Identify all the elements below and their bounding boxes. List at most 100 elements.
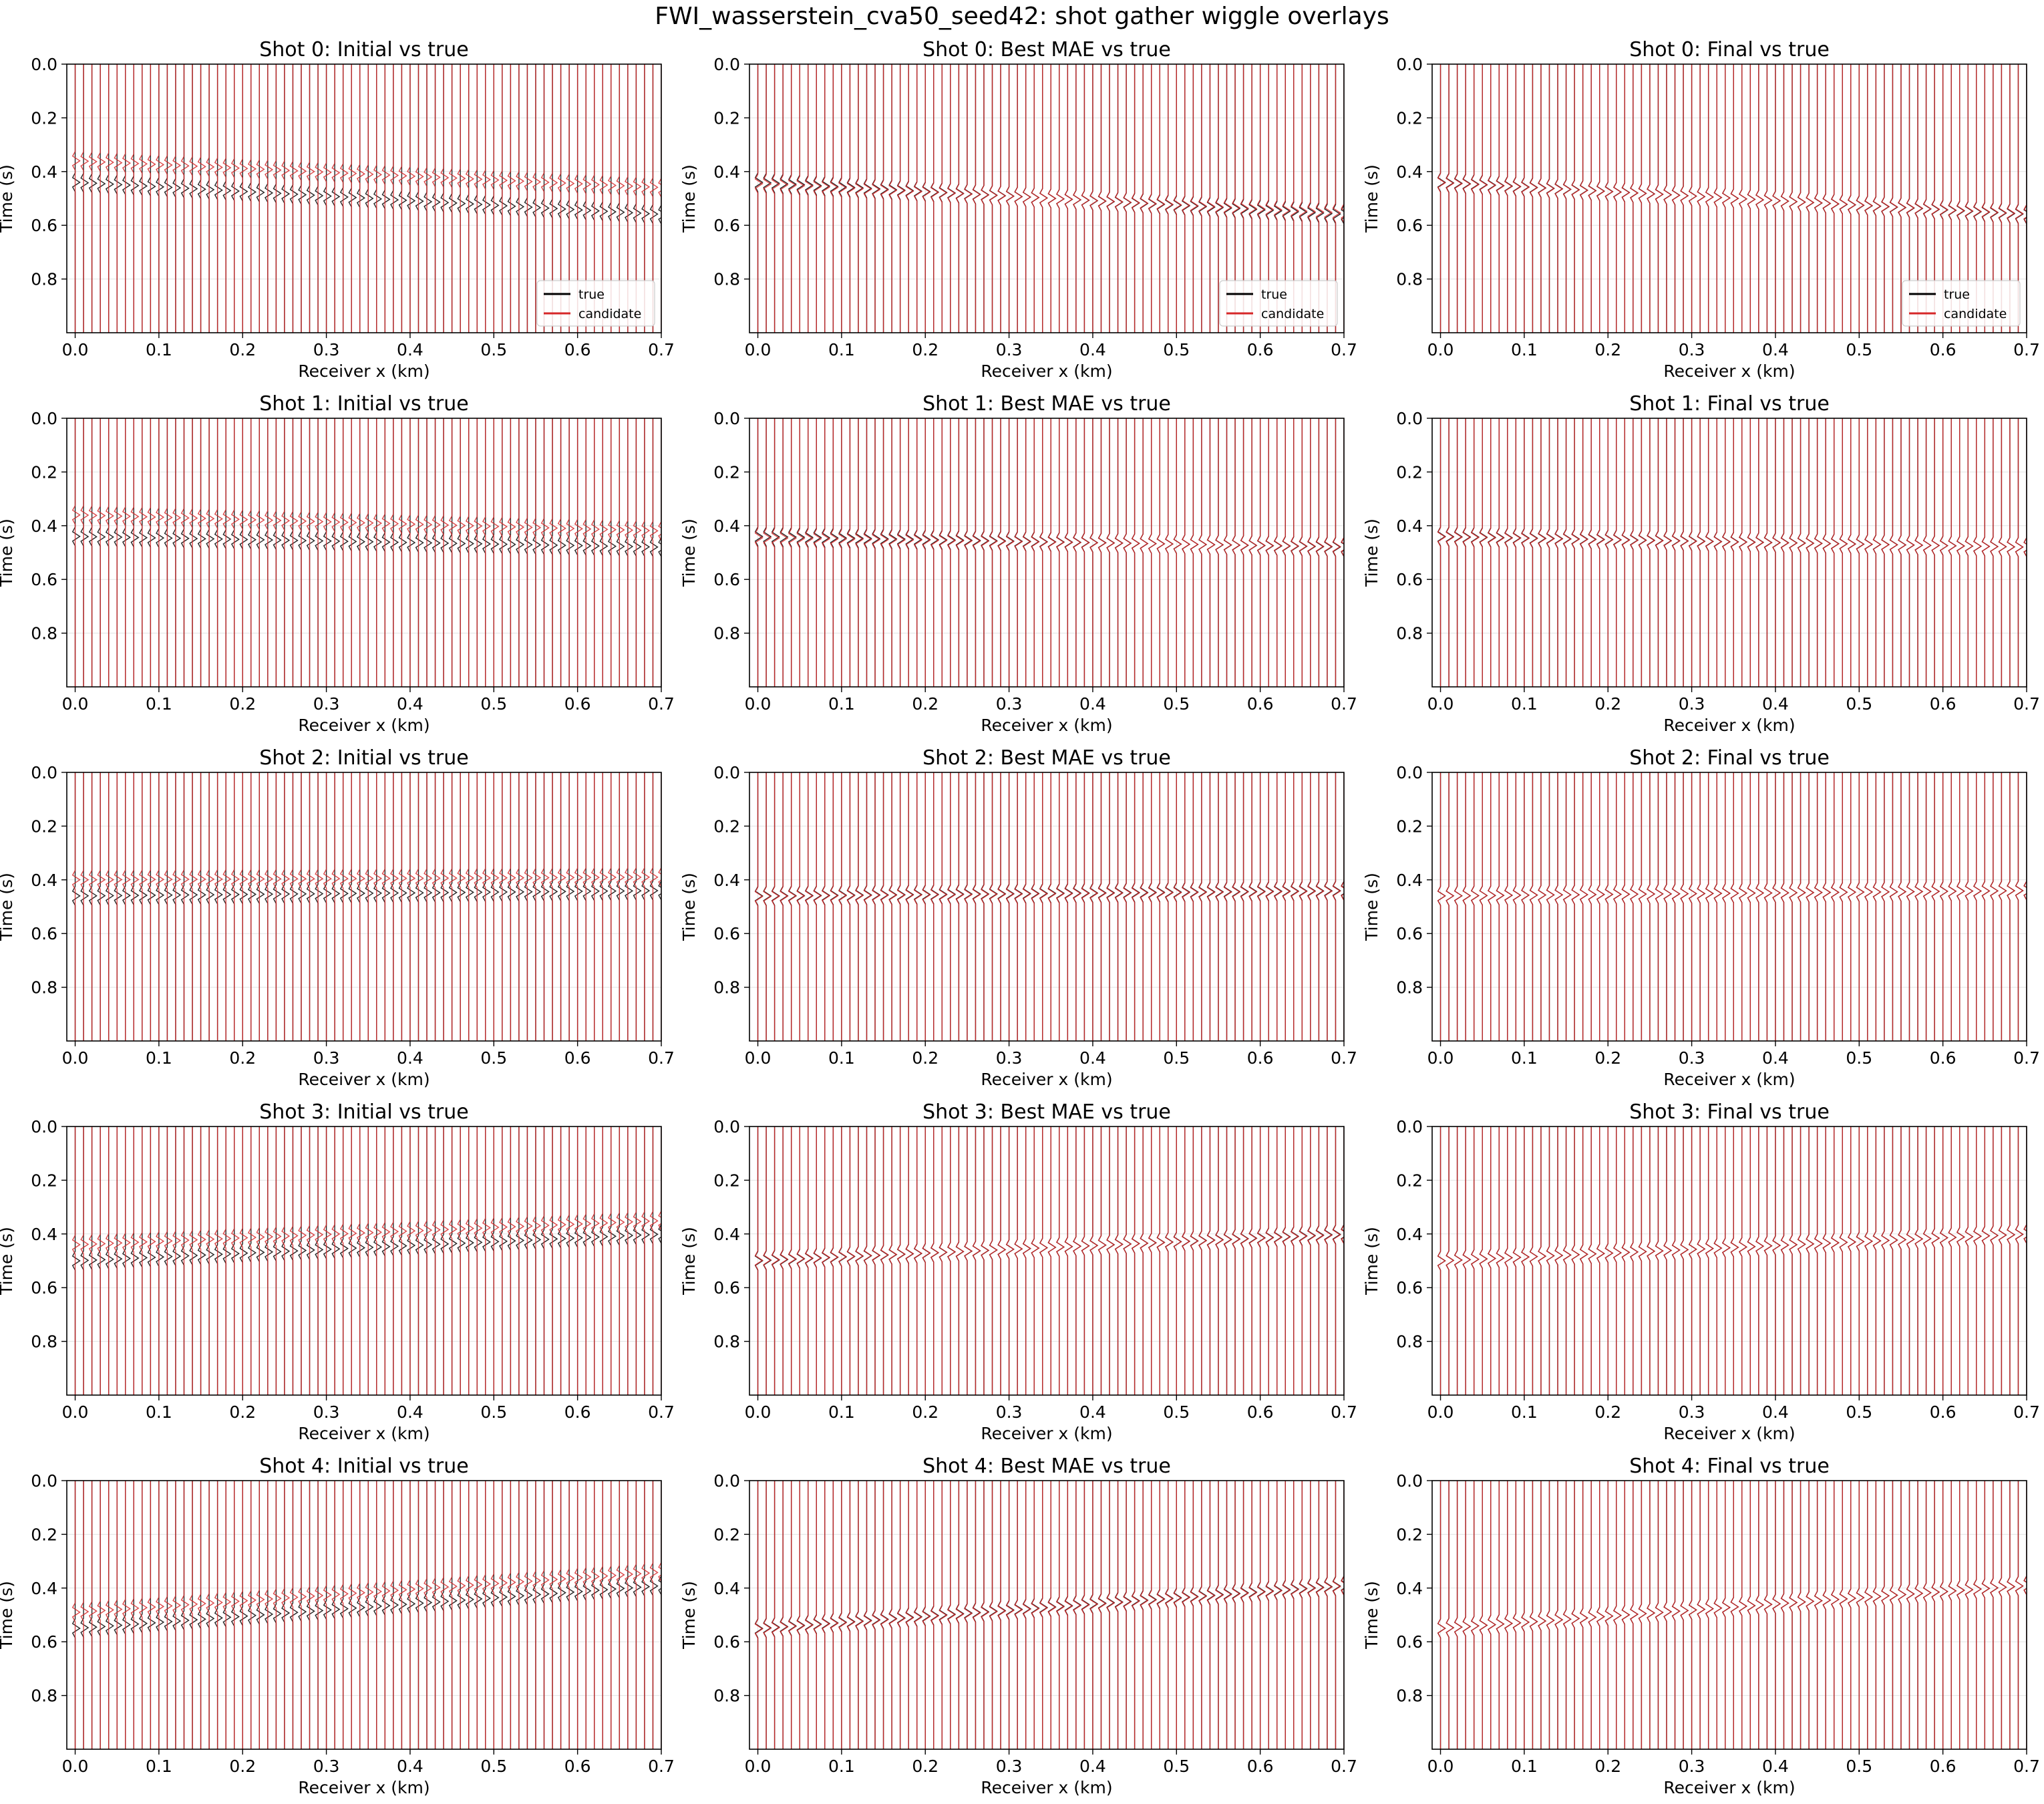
- candidate-trace: [863, 772, 872, 1041]
- candidate-trace: [582, 1481, 592, 1749]
- candidate-trace: [788, 418, 797, 687]
- candidate-trace: [88, 1126, 98, 1395]
- x-tick-label: 0.0: [1427, 340, 1454, 359]
- x-tick-label: 0.5: [480, 1048, 507, 1068]
- candidate-trace: [1454, 1126, 1463, 1395]
- candidate-trace: [625, 1126, 634, 1395]
- candidate-trace: [1437, 64, 1446, 333]
- candidate-trace: [273, 772, 282, 1041]
- candidate-trace: [997, 64, 1007, 333]
- x-axis-label: Receiver x (km): [298, 1424, 430, 1443]
- y-tick-label: 0.8: [1396, 270, 1423, 289]
- y-tick-label: 0.2: [31, 816, 57, 836]
- candidate-trace: [855, 772, 864, 1041]
- y-tick-label: 0.0: [1396, 55, 1423, 74]
- candidate-trace: [1198, 64, 1208, 333]
- candidate-trace: [1998, 1126, 2007, 1395]
- candidate-trace: [1291, 772, 1300, 1041]
- x-tick-label: 0.7: [2013, 1048, 2040, 1068]
- candidate-trace: [407, 418, 416, 687]
- candidate-trace: [239, 418, 248, 687]
- candidate-trace: [1730, 772, 1739, 1041]
- y-tick-label: 0.8: [713, 978, 740, 998]
- candidate-trace: [763, 418, 772, 687]
- panel-title: Shot 0: Final vs true: [1629, 38, 1830, 61]
- legend: true candidate: [1902, 280, 2021, 327]
- candidate-trace: [1554, 1481, 1564, 1749]
- legend-label-true: true: [1261, 287, 1287, 302]
- candidate-trace: [981, 418, 990, 687]
- candidate-trace: [1022, 772, 1031, 1041]
- candidate-trace: [1106, 1481, 1116, 1749]
- y-tick-label: 0.4: [1396, 162, 1423, 182]
- candidate-trace: [1240, 772, 1249, 1041]
- candidate-trace: [1922, 418, 1932, 687]
- candidate-trace: [1671, 1126, 1681, 1395]
- candidate-trace: [1273, 1481, 1283, 1749]
- candidate-trace: [1089, 772, 1099, 1041]
- candidate-trace: [1806, 772, 1815, 1041]
- candidate-trace: [206, 418, 215, 687]
- candidate-trace: [1332, 64, 1341, 333]
- candidate-trace: [1638, 1481, 1647, 1749]
- candidate-trace: [1031, 64, 1040, 333]
- candidate-trace: [1872, 64, 1882, 333]
- candidate-trace: [771, 64, 780, 333]
- x-tick-label: 0.1: [146, 694, 172, 714]
- x-tick-label: 0.3: [313, 1402, 340, 1422]
- panel-shot3-col1: Shot 3: Best MAE vs true 0.0 0.1 0.2 0.3 0.4 0…: [679, 1100, 1357, 1443]
- legend-label-candidate: candidate: [578, 307, 641, 321]
- candidate-trace: [180, 1481, 190, 1749]
- x-tick-label: 0.4: [397, 340, 423, 359]
- candidate-trace: [796, 64, 806, 333]
- candidate-trace: [590, 772, 601, 1041]
- candidate-trace: [780, 1126, 789, 1395]
- candidate-trace: [289, 772, 299, 1041]
- candidate-trace: [1931, 418, 1940, 687]
- candidate-trace: [189, 418, 198, 687]
- candidate-trace: [1299, 1126, 1308, 1395]
- x-tick-label: 0.5: [1163, 340, 1190, 359]
- candidate-trace: [1604, 772, 1614, 1041]
- candidate-trace: [1005, 418, 1015, 687]
- x-tick-label: 0.6: [1247, 1048, 1274, 1068]
- candidate-trace: [1562, 418, 1572, 687]
- traces: [754, 772, 1344, 1041]
- candidate-trace: [540, 64, 550, 333]
- candidate-trace: [1630, 418, 1639, 687]
- x-tick-label: 0.6: [1247, 1402, 1274, 1422]
- candidate-trace: [1747, 1126, 1756, 1395]
- candidate-trace: [1889, 772, 1898, 1041]
- candidate-trace: [88, 772, 98, 1041]
- candidate-trace: [582, 418, 592, 687]
- candidate-trace: [1064, 1481, 1073, 1749]
- candidate-trace: [1073, 772, 1082, 1041]
- x-tick-label: 0.2: [912, 340, 939, 359]
- candidate-trace: [80, 1481, 90, 1749]
- candidate-trace: [356, 772, 366, 1041]
- candidate-trace: [1097, 64, 1107, 333]
- candidate-trace: [947, 1481, 957, 1749]
- candidate-trace: [457, 1481, 466, 1749]
- candidate-trace: [1190, 64, 1199, 333]
- candidate-trace: [1981, 64, 1991, 333]
- candidate-trace: [1190, 772, 1199, 1041]
- x-tick-label: 0.0: [62, 1757, 89, 1776]
- candidate-trace: [71, 418, 81, 687]
- candidate-trace: [641, 64, 651, 333]
- y-tick-label: 0.0: [1396, 409, 1423, 428]
- candidate-trace: [780, 64, 789, 333]
- candidate-trace: [1789, 418, 1798, 687]
- candidate-trace: [796, 418, 806, 687]
- candidate-trace: [499, 418, 508, 687]
- candidate-trace: [114, 772, 123, 1041]
- y-tick-label: 0.8: [31, 624, 57, 643]
- x-axis-label: Receiver x (km): [981, 361, 1112, 381]
- candidate-trace: [172, 1126, 182, 1395]
- candidate-trace: [1064, 1126, 1073, 1395]
- candidate-trace: [1596, 772, 1605, 1041]
- candidate-trace: [398, 64, 407, 333]
- y-tick-label: 0.6: [1396, 1632, 1423, 1652]
- candidate-trace: [796, 772, 806, 1041]
- candidate-trace: [625, 418, 634, 687]
